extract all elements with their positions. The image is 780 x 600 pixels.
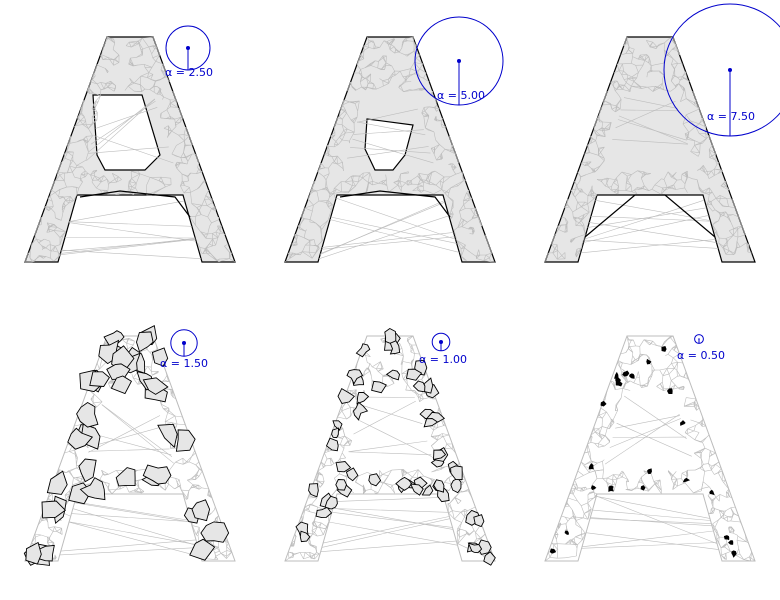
triangulation-mesh: [284, 36, 496, 263]
alpha-label: α = 1.50: [160, 357, 208, 370]
alpha-radius-indicator: [165, 25, 211, 71]
alpha-label: α = 0.50: [677, 349, 725, 362]
panel-alpha-7-50: [544, 36, 756, 263]
alpha-label: α = 1.00: [419, 353, 467, 366]
long-edges: [581, 395, 719, 550]
letter-outline: [544, 335, 756, 562]
long-edges: [580, 97, 719, 254]
panel-alpha-0-50: [544, 335, 756, 562]
long-edges: [318, 108, 460, 260]
counter-hole: [92, 94, 161, 171]
crossbar-contour: [584, 194, 716, 238]
triangulation-mesh: [544, 36, 752, 263]
alpha-components: [23, 325, 230, 566]
panel-alpha-1-50: [23, 325, 236, 566]
long-edges: [59, 404, 201, 557]
alpha-radius-indicator: [414, 16, 504, 106]
triangulation-mesh: [24, 36, 236, 263]
panel-alpha-5-00: [284, 36, 496, 263]
panel-alpha-2-50: [24, 36, 236, 263]
alpha-label: α = 7.50: [707, 110, 755, 123]
crossbar-contour: [339, 190, 451, 218]
letter-outline: [284, 335, 496, 562]
alpha-radius-indicator: [431, 332, 451, 352]
alpha-radius-indicator: [694, 334, 704, 344]
long-edges: [59, 98, 202, 259]
triangulation-mesh: [544, 335, 756, 562]
alpha-label: α = 2.50: [165, 66, 213, 79]
alpha-label: α = 5.00: [437, 89, 485, 102]
alpha-components: [295, 327, 496, 566]
letter-outline: [544, 36, 756, 263]
long-edges: [320, 396, 458, 552]
counter-hole: [364, 118, 414, 171]
alpha-radius-indicator: [170, 329, 198, 357]
alpha-components: [549, 345, 737, 558]
alpha-radius-indicator: [663, 3, 780, 137]
panel-alpha-1-00: [284, 327, 496, 566]
triangulation-mesh: [284, 335, 496, 562]
crossbar-contour: [79, 190, 191, 218]
